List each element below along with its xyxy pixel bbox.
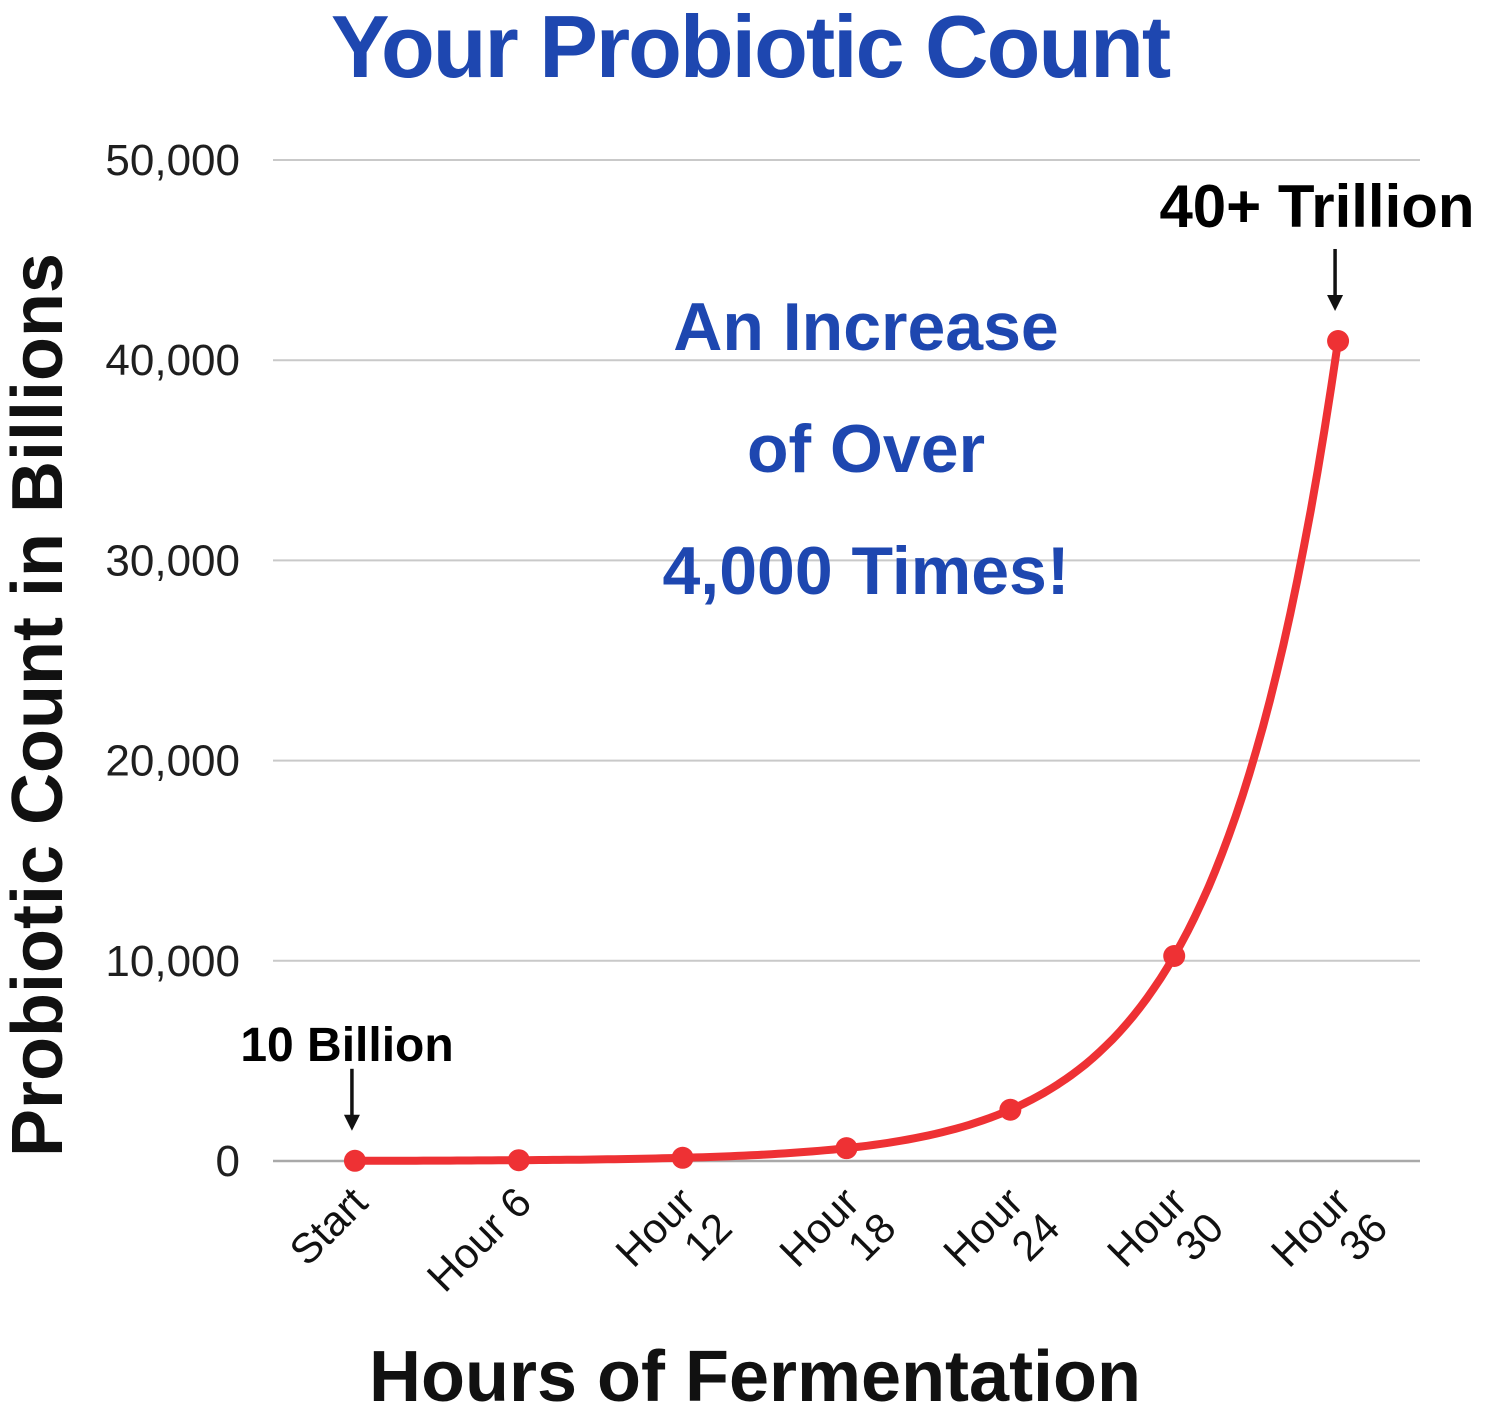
data-point — [835, 1137, 858, 1160]
y-tick-label: 40,000 — [105, 336, 240, 385]
x-tick-label: Hour30 — [1098, 1172, 1232, 1306]
x-tick-label: Hour24 — [934, 1172, 1068, 1306]
y-tick-label: 50,000 — [105, 136, 240, 185]
y-tick-label: 30,000 — [105, 536, 240, 585]
y-axis-title: Probiotic Count in Billions — [0, 253, 78, 1157]
start-value-annotation: 10 Billion — [240, 1019, 454, 1072]
data-point — [1327, 329, 1350, 352]
x-tick-label: Hour12 — [606, 1172, 740, 1306]
callout-line-2: of Over — [746, 411, 986, 487]
x-axis-title: Hours of Fermentation — [368, 1337, 1142, 1414]
annotation-arrow-head — [1327, 294, 1344, 311]
data-point — [343, 1149, 366, 1172]
callout-line-1: An Increase — [673, 289, 1059, 365]
end-value-annotation: 40+ Trillion — [1159, 173, 1475, 240]
x-tick-label: Start — [280, 1178, 376, 1274]
annotation-arrow-head — [343, 1114, 360, 1131]
callout-line-3: 4,000 Times! — [662, 533, 1070, 609]
y-tick-label: 10,000 — [105, 937, 240, 986]
data-point — [1163, 944, 1186, 967]
x-tick-label: Hour36 — [1262, 1172, 1396, 1306]
data-point — [999, 1098, 1022, 1121]
y-tick-label: 20,000 — [105, 737, 240, 786]
data-point — [671, 1146, 694, 1169]
chart-title: Your Probiotic Count — [330, 0, 1171, 96]
data-point — [507, 1149, 530, 1172]
x-tick-label: Hour18 — [770, 1172, 904, 1306]
y-tick-label: 0 — [216, 1137, 240, 1186]
increase-callout: An Increase of Over 4,000 Times! — [662, 266, 1069, 632]
x-tick-label: Hour 6 — [418, 1178, 540, 1300]
